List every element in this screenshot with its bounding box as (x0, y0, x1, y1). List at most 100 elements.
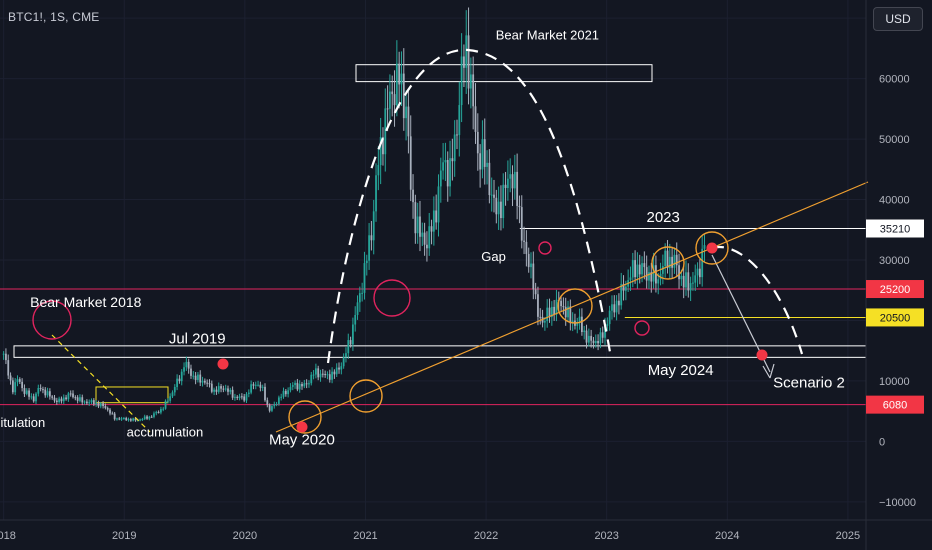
candle-body (134, 418, 137, 421)
candle-body (509, 174, 512, 179)
candle-body (35, 393, 37, 402)
candle-body (351, 324, 354, 345)
candle-body (317, 368, 320, 378)
candle-body (199, 374, 202, 383)
candle-body (55, 400, 58, 403)
candle-body (222, 388, 225, 390)
candle-body (641, 263, 643, 275)
candle-body (458, 105, 461, 136)
candles-layer (2, 7, 706, 422)
candle-body (148, 416, 151, 419)
candle-body (28, 390, 30, 397)
candle-body (615, 300, 618, 313)
candle-body (439, 170, 442, 187)
annotation-label: May 2024 (648, 362, 714, 379)
candle-body (493, 194, 495, 198)
candle-body (599, 332, 602, 344)
candle-body (682, 275, 685, 288)
candle-body (220, 386, 222, 389)
circle-bear-2018 (32, 300, 72, 340)
candle-body (479, 153, 482, 170)
candle-body (384, 108, 387, 155)
candle-body (257, 384, 259, 386)
candle-body (324, 373, 327, 375)
candle-body (338, 367, 340, 370)
candle-body (7, 360, 10, 376)
candle-body (703, 245, 706, 249)
candle-body (104, 406, 107, 409)
candle-body (224, 388, 227, 390)
price-tag-bg (866, 219, 924, 238)
candle-body (652, 265, 655, 282)
candle-body (259, 384, 262, 388)
candle-body (449, 158, 451, 187)
candle-body (481, 139, 484, 170)
candle-body (361, 292, 364, 294)
candle-body (88, 402, 91, 404)
price-tag: 20500 (866, 308, 924, 327)
candle-body (680, 275, 683, 280)
x-tick-label: 2022 (474, 530, 498, 542)
candle-body (502, 184, 505, 219)
candle-body (525, 241, 528, 254)
candle-body (201, 380, 204, 383)
candle-body (213, 389, 216, 392)
candle-body (391, 91, 394, 95)
candle-body (671, 256, 674, 268)
candle-body (409, 136, 412, 190)
candle-body (146, 416, 148, 419)
candle-body (469, 74, 472, 89)
candle-body (48, 391, 51, 397)
candle-body (432, 210, 435, 232)
candle-body (53, 397, 56, 401)
y-tick-label: 60000 (879, 74, 910, 86)
candle-body (69, 393, 72, 395)
candle-body (164, 400, 167, 409)
candle-body (254, 384, 257, 386)
candle-body (405, 106, 408, 119)
price-tag: 25200 (866, 280, 924, 299)
price-tag-text: 35210 (880, 223, 911, 235)
candle-body (648, 272, 650, 281)
candle-body (421, 232, 424, 237)
candle-body (183, 367, 185, 372)
candle-body (284, 390, 287, 395)
candle-body (548, 307, 551, 318)
candle-body (375, 175, 377, 212)
candle-body (701, 248, 704, 278)
candle-body (518, 205, 521, 208)
candle-body (308, 383, 310, 385)
candle-body (210, 383, 213, 392)
candle-body (139, 419, 141, 421)
candle-body (624, 286, 627, 291)
candle-body (132, 418, 135, 421)
candle-body (125, 417, 128, 421)
candle-body (402, 73, 405, 119)
candle-body (692, 282, 694, 284)
candle-body (95, 402, 98, 405)
candle-body (689, 283, 692, 291)
candle-body (203, 380, 206, 383)
currency-button[interactable]: USD (873, 7, 923, 31)
price-tag-text: 20500 (880, 312, 911, 324)
candle-body (407, 106, 410, 137)
candle-body (506, 178, 509, 189)
candle-body (340, 366, 343, 370)
circle-20500 (634, 320, 650, 336)
candle-body (2, 353, 5, 355)
candle-body (451, 158, 454, 162)
candle-body (67, 393, 70, 400)
candle-body (268, 404, 271, 411)
candle-body (169, 396, 172, 401)
annotation-label: Bear Market 2021 (496, 27, 599, 42)
candle-body (358, 293, 361, 303)
candle-body (287, 390, 290, 395)
y-tick-label: 50000 (879, 134, 910, 146)
annotation-label: accumulation (127, 425, 204, 440)
circle-2020-breakout (373, 279, 411, 317)
candle-body (298, 383, 301, 390)
price-tag-bg (866, 308, 924, 327)
candle-body (76, 397, 79, 401)
candle-body (247, 392, 250, 394)
